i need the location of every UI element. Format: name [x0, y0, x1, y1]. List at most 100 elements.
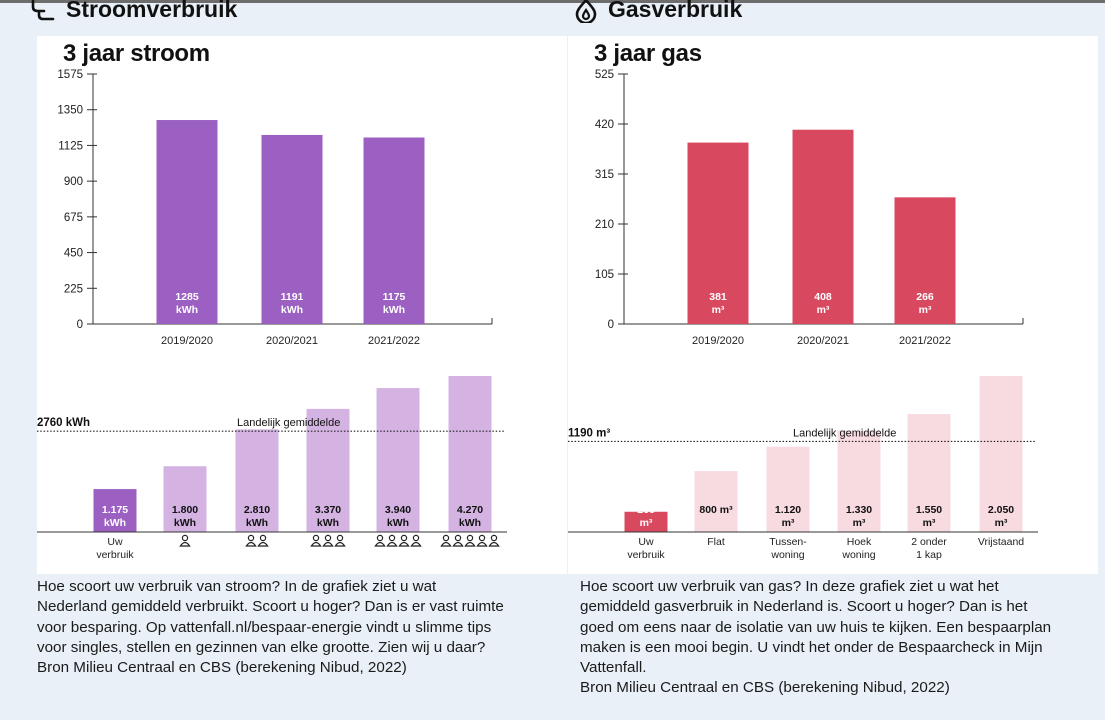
person-icon-body	[322, 541, 334, 547]
electricity-card: 3 jaar stroom 0 225 450 675 900 1125 1350 1575 1…	[37, 36, 567, 574]
bar-unit-label: kWh	[459, 517, 481, 529]
x-category-label: Uw	[638, 536, 654, 548]
description-line: Hoe scoort uw verbruik van stroom? In de…	[37, 578, 437, 595]
bar-2021/2022	[894, 197, 956, 324]
x-category-label: 1 kap	[916, 549, 942, 561]
bar-unit-label: m³	[817, 304, 830, 316]
bar-Flat	[694, 471, 738, 532]
person-icon	[490, 534, 498, 542]
description-line: Nederland gemiddeld verbruikt. Scoort u …	[37, 598, 504, 616]
bar-unit-label: m³	[853, 517, 866, 529]
y-tick-label: 1125	[58, 140, 83, 152]
person-icon	[324, 534, 332, 542]
person-icon	[478, 534, 486, 542]
bar-unit-label: m³	[640, 517, 653, 529]
bar-2 onder 1 kap	[907, 414, 951, 532]
bar-unit-label: m³	[919, 304, 932, 316]
y-tick-label: 420	[595, 119, 614, 131]
section-title-gas-label: Gasverbruik	[608, 0, 743, 22]
bar-unit-label: kWh	[317, 517, 339, 529]
person-icon	[336, 534, 344, 542]
y-tick-label: 225	[64, 283, 83, 295]
person-icon-body	[398, 541, 410, 547]
person-icon-body	[245, 541, 257, 547]
person-icon-body	[179, 541, 191, 547]
person-icon-body	[464, 541, 476, 547]
y-tick-label: 0	[608, 319, 614, 331]
bar-value-label: 408	[814, 291, 832, 303]
x-category-label: Hoek	[847, 536, 872, 548]
x-category-label: Flat	[707, 536, 725, 548]
bar-2 personen	[235, 429, 279, 532]
person-icon-body	[310, 541, 322, 547]
description-source: Bron Milieu Centraal en CBS (berekening …	[37, 659, 407, 677]
y-tick-label: 675	[64, 212, 83, 224]
x-tick-label: 2019/2020	[161, 335, 213, 347]
person-icon-body	[386, 541, 398, 547]
bar-value-label: 1.330	[846, 504, 872, 516]
person-icon	[247, 534, 255, 542]
person-icon	[312, 534, 320, 542]
bar-2020/2021	[261, 134, 323, 324]
bar-2019/2020	[156, 120, 218, 325]
bar-value-label: 800 m³	[699, 504, 733, 516]
bar-value-label: 1191	[281, 291, 304, 303]
bar-value-label: 1.550	[916, 504, 942, 516]
reference-value-label: 1190 m³	[568, 427, 610, 439]
bar-unit-label: m³	[782, 517, 795, 529]
x-category-label: Vrijstaand	[978, 536, 1024, 548]
bar-value-label: 2.050	[988, 504, 1014, 516]
bar-2020/2021	[792, 129, 854, 324]
x-tick-label: 2021/2022	[899, 335, 951, 347]
gas-card: 3 jaar gas 0 105 210 315 420 525 381 m³ 2019/202…	[568, 36, 1098, 574]
section-title-electricity-label: Stroomverbruik	[66, 0, 238, 22]
gas-charts: 0105210315420525381m³2019/2020408m³2020/…	[568, 69, 1038, 561]
description-line: Vattenfall.	[580, 659, 647, 677]
y-tick-label: 1575	[57, 69, 83, 81]
x-tick-label: 2020/2021	[797, 335, 849, 347]
bar-value-label: 1175	[383, 291, 406, 303]
electricity-description: Hoe scoort uw verbruik van stroom? In de…	[37, 577, 567, 678]
person-icon	[376, 534, 384, 542]
bar-3 personen	[306, 408, 350, 532]
description-line: voor besparing. Op vattenfall.nl/bespaar…	[37, 618, 492, 636]
description-source: Bron Milieu Centraal en CBS (berekening …	[580, 679, 950, 697]
person-icon-body	[452, 541, 464, 547]
bar-1 persoon	[163, 466, 207, 532]
chart-title-gas: 3 jaar gas	[594, 40, 702, 67]
person-icon-body	[257, 541, 269, 547]
description-line: Hoe scoort uw verbruik van gas? In deze …	[580, 578, 999, 595]
reference-value-label: 2760 kWh	[37, 417, 90, 429]
x-tick-label: 2021/2022	[368, 335, 420, 347]
bar-Tussenwoning	[766, 446, 810, 532]
description-line: voor singles, stellen en gezinnen van el…	[37, 638, 486, 656]
y-tick-label: 0	[77, 319, 83, 331]
bar-4 personen	[376, 388, 420, 532]
bar-2019/2020	[687, 142, 749, 324]
y-tick-label: 450	[64, 248, 83, 260]
bar-value-label: 4.270	[457, 504, 483, 516]
bar-value-label: 3.370	[315, 504, 341, 516]
person-icon-body	[476, 541, 488, 547]
bar-Vrijstaand	[979, 376, 1023, 532]
person-icon	[400, 534, 408, 542]
bar-unit-label: m³	[995, 517, 1008, 529]
y-tick-label: 525	[595, 69, 614, 81]
bar-value-label: 266	[637, 504, 655, 516]
person-icon	[412, 534, 420, 542]
reference-caption: Landelijk gemiddelde	[237, 417, 340, 429]
reference-caption: Landelijk gemiddelde	[793, 427, 896, 439]
bar-unit-label: m³	[712, 304, 725, 316]
bar-unit-label: kWh	[383, 304, 405, 316]
x-category-label: Tussen-	[769, 536, 807, 548]
window-top-border	[0, 0, 1105, 3]
bar-value-label: 381	[709, 291, 727, 303]
person-icon-body	[334, 541, 346, 547]
bar-Uw verbruik	[624, 511, 668, 532]
person-icon-body	[488, 541, 500, 547]
x-category-label: 2 onder	[911, 536, 947, 548]
description-line: goed om eens naar de isolatie van uw hui…	[580, 618, 1052, 636]
bar-unit-label: kWh	[104, 517, 126, 529]
y-tick-label: 105	[595, 269, 614, 281]
person-icon	[388, 534, 396, 542]
